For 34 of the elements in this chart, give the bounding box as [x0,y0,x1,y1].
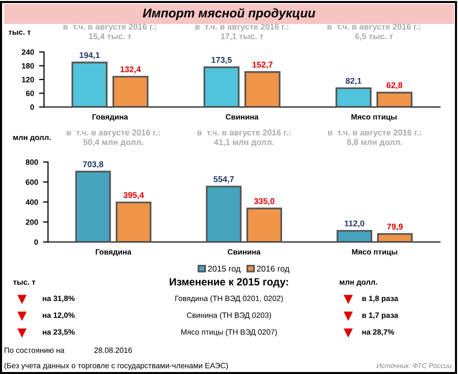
data-label: 112,0 [344,220,364,228]
data-label: 152,7 [252,62,273,69]
data-label: 554,7 [214,176,234,184]
bar [116,202,152,242]
legend-label: 2016 год [256,266,290,274]
chart-title: Импорт мясной продукции [142,8,316,20]
text: Изменение к 2015 году: [170,278,288,288]
bar [72,62,108,107]
data-label: 132,4 [120,66,141,74]
legend-label: 2015 год [208,266,241,274]
bar [336,230,372,242]
data-label: 79,9 [387,224,403,231]
bar [336,87,372,107]
data-label: 194,1 [80,52,100,60]
data-label: 703,8 [83,161,104,168]
text: в т.ч. в августе 2016 г.: 41,1 млн долл. [197,130,290,147]
bar [204,66,240,107]
bar [376,92,412,107]
bar [112,76,148,107]
data-label: 173,5 [212,56,232,64]
text: в т.ч. в августе 2016 г.: 6,5 тыс. т [327,24,420,40]
bar [377,233,413,242]
data-label: 335,0 [254,198,274,206]
bar [75,170,111,242]
data-label: 395,4 [123,192,144,200]
text: в т.ч. в августе 2016 г.: 8,8 млн долл. [328,130,421,147]
data-label: 62,8 [386,82,402,90]
bar [244,71,280,107]
data-label: 82,1 [346,78,362,85]
bar [206,186,242,242]
text: в т.ч. в августе 2016 г.: 15,4 тыс. т [63,24,156,40]
text: в т.ч. в августе 2016 г.: 50,4 млн долл. [66,130,160,147]
bar [246,208,282,242]
text: в т.ч. в августе 2016 г.: 17,1 тыс. т [195,24,288,40]
